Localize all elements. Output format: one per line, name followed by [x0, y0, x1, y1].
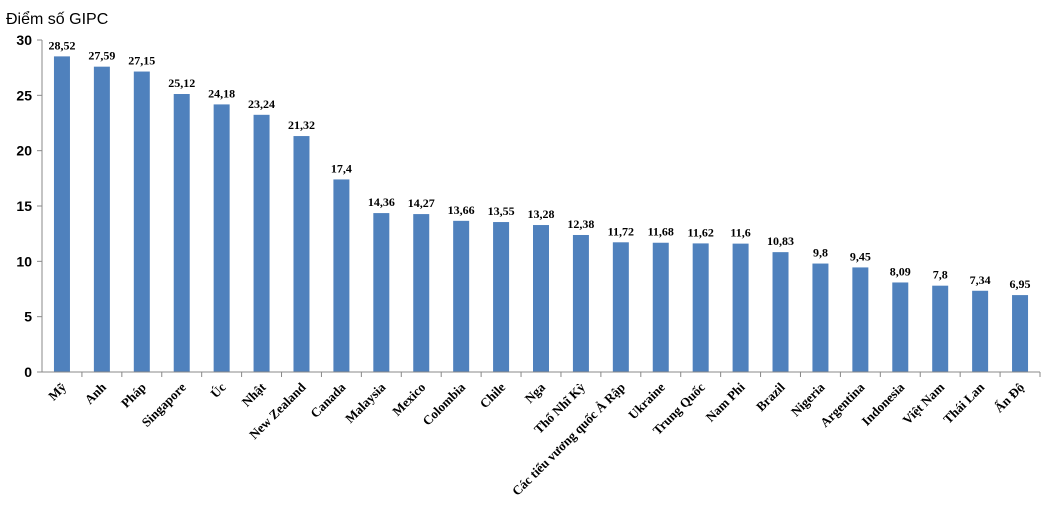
data-label: 27,59	[88, 49, 115, 63]
y-tick-label: 25	[16, 87, 32, 103]
x-tick-label: Indonesia	[858, 379, 907, 428]
y-tick-label: 15	[16, 198, 32, 214]
x-tick-label: Pháp	[118, 380, 149, 411]
bar	[852, 267, 869, 372]
y-tick-label: 30	[16, 32, 32, 48]
x-tick-label: Anh	[82, 379, 110, 407]
bar	[1012, 295, 1029, 372]
data-label: 21,32	[288, 118, 315, 132]
data-label: 11,72	[608, 224, 634, 238]
bar	[772, 252, 789, 372]
data-label: 9,45	[850, 249, 871, 263]
data-label: 11,62	[688, 225, 714, 239]
x-tick-label: Malaysia	[342, 379, 389, 426]
bar	[53, 56, 70, 373]
data-label: 7,8	[933, 268, 948, 282]
bar	[213, 104, 230, 373]
data-label: 25,12	[168, 76, 195, 90]
data-label: 23,24	[248, 97, 275, 111]
bar	[732, 243, 749, 372]
x-tick-label: Mexico	[389, 380, 428, 419]
data-label: 13,55	[488, 204, 515, 218]
bar	[892, 282, 909, 372]
x-tick-label: Ấn Độ	[991, 380, 1027, 416]
x-tick-label: Nhật	[239, 379, 269, 409]
data-label: 13,66	[448, 203, 475, 217]
bar	[413, 214, 430, 372]
bar	[612, 242, 629, 372]
bars	[53, 56, 1029, 373]
y-axis: 0 5 10 15 20 25 30	[16, 32, 43, 380]
x-tick-label: Chile	[477, 379, 509, 411]
x-tick-label: Úc	[207, 379, 228, 400]
bar	[572, 234, 589, 372]
data-label: 14,27	[408, 196, 435, 210]
data-label: 27,15	[128, 54, 155, 68]
x-tick-label: Argentina	[817, 379, 868, 430]
y-tick-label: 5	[24, 309, 32, 325]
x-tick-label: Nga	[522, 379, 549, 406]
bar	[253, 114, 270, 372]
x-tick-label: Colombia	[419, 379, 468, 428]
data-label: 24,18	[208, 86, 235, 100]
data-label: 28,52	[48, 38, 75, 52]
bar	[453, 220, 470, 372]
bar	[692, 243, 709, 372]
bar	[533, 225, 549, 372]
x-tick-label: Việt Nam	[900, 379, 948, 427]
bar	[932, 285, 949, 372]
data-label: 13,28	[528, 207, 555, 221]
data-label: 12,38	[567, 217, 594, 231]
data-label: 7,34	[970, 273, 991, 287]
bar	[333, 179, 350, 372]
bar	[972, 290, 989, 372]
x-tick-label: Brazil	[753, 379, 788, 414]
bar	[93, 66, 110, 373]
y-tick-label: 10	[16, 253, 32, 269]
data-label: 17,4	[331, 161, 352, 175]
x-tick-label: Singapore	[139, 379, 189, 429]
data-label: 9,8	[813, 246, 828, 260]
data-label: 11,68	[648, 225, 674, 239]
y-tick-label: 20	[16, 143, 32, 159]
x-tick-label: Mỹ	[45, 379, 69, 403]
y-axis-title: Điểm số GIPC	[6, 10, 108, 28]
data-label: 6,95	[1010, 277, 1031, 291]
bar	[812, 263, 829, 372]
data-label: 10,83	[767, 234, 794, 248]
bar	[652, 242, 669, 372]
x-tick-label: Thái Lan	[940, 379, 988, 427]
data-label: 11,6	[730, 226, 750, 240]
bar	[133, 71, 150, 372]
x-tick-label: Nam Phi	[703, 379, 748, 424]
data-label: 8,09	[890, 264, 911, 278]
bar	[293, 136, 310, 372]
data-label: 14,36	[368, 195, 395, 209]
bar	[373, 213, 390, 372]
bar	[493, 222, 510, 372]
data-labels: 28,52 27,59 27,15 25,12 24,18 23,24 21,32 17,4 1…	[48, 38, 1030, 291]
bar	[173, 94, 190, 372]
y-tick-label: 0	[24, 364, 32, 380]
